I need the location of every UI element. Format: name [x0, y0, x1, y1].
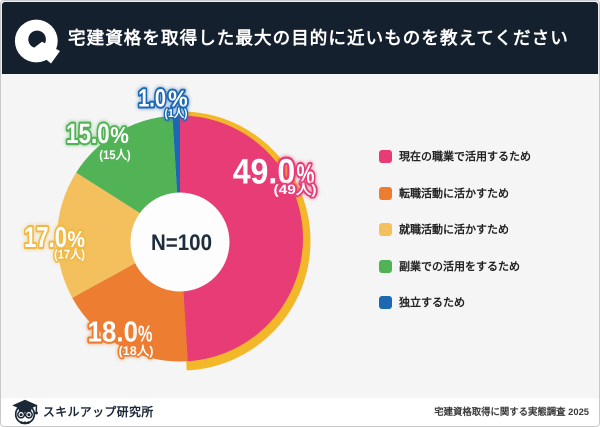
svg-text:49.0: 49.0: [233, 152, 296, 192]
svg-text:17.0: 17.0: [24, 222, 67, 254]
svg-text:15.0: 15.0: [66, 118, 110, 149]
svg-text:%: %: [168, 85, 188, 111]
svg-text:(17人): (17人): [54, 248, 85, 262]
svg-text:15.0: 15.0: [66, 118, 110, 149]
svg-text:(1人): (1人): [165, 107, 188, 120]
svg-text:(18人): (18人): [119, 344, 154, 358]
svg-text:%: %: [68, 226, 86, 252]
svg-text:49.0: 49.0: [233, 152, 296, 192]
svg-text:(18人): (18人): [119, 344, 154, 358]
svg-text:(17人): (17人): [54, 248, 85, 262]
svg-text:%: %: [110, 122, 129, 148]
svg-text:%: %: [168, 85, 188, 111]
svg-text:%: %: [138, 320, 153, 346]
svg-text:%: %: [297, 159, 315, 190]
svg-text:%: %: [297, 159, 315, 190]
svg-text:(15人): (15人): [99, 148, 131, 162]
svg-text:%: %: [110, 122, 129, 148]
svg-text:(49人): (49人): [274, 182, 317, 197]
svg-text:18.0: 18.0: [88, 316, 139, 348]
svg-text:(15人): (15人): [99, 148, 131, 162]
svg-text:17.0: 17.0: [24, 222, 67, 254]
svg-text:(49人): (49人): [274, 182, 317, 197]
svg-text:18.0: 18.0: [88, 316, 139, 348]
svg-text:1.0: 1.0: [138, 84, 166, 112]
svg-text:1.0: 1.0: [138, 84, 166, 112]
svg-text:N=100: N=100: [151, 230, 212, 255]
svg-text:%: %: [68, 226, 86, 252]
svg-text:%: %: [138, 320, 153, 346]
svg-text:(1人): (1人): [165, 107, 188, 120]
